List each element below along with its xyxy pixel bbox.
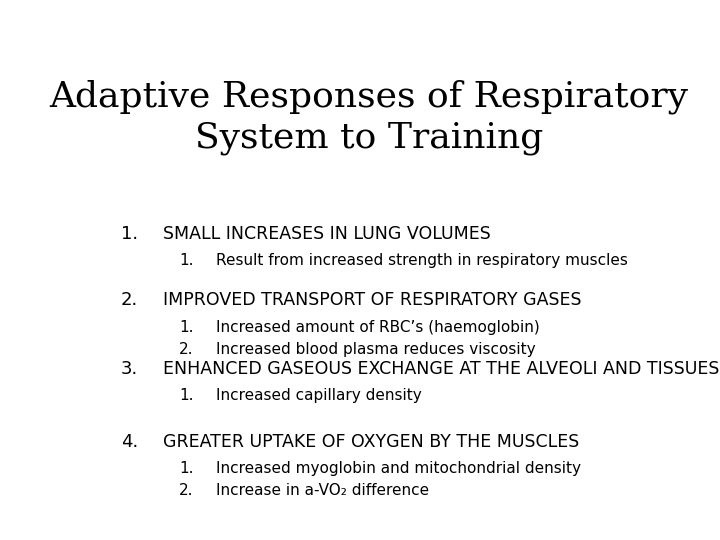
Text: 2.: 2. xyxy=(121,292,138,309)
Text: Increased amount of RBC’s (haemoglobin): Increased amount of RBC’s (haemoglobin) xyxy=(215,320,539,335)
Text: Adaptive Responses of Respiratory
System to Training: Adaptive Responses of Respiratory System… xyxy=(50,79,688,155)
Text: Result from increased strength in respiratory muscles: Result from increased strength in respir… xyxy=(215,253,627,268)
Text: 1.: 1. xyxy=(179,253,194,268)
Text: 1.: 1. xyxy=(121,225,138,243)
Text: ENHANCED GASEOUS EXCHANGE AT THE ALVEOLI AND TISSUES: ENHANCED GASEOUS EXCHANGE AT THE ALVEOLI… xyxy=(163,360,719,378)
Text: Increased myoglobin and mitochondrial density: Increased myoglobin and mitochondrial de… xyxy=(215,461,580,476)
Text: 1.: 1. xyxy=(179,461,194,476)
Text: 2.: 2. xyxy=(179,342,194,357)
Text: Increased blood plasma reduces viscosity: Increased blood plasma reduces viscosity xyxy=(215,342,535,357)
Text: 2.: 2. xyxy=(179,483,194,498)
Text: Increase in a-VO₂ difference: Increase in a-VO₂ difference xyxy=(215,483,428,498)
Text: 1.: 1. xyxy=(179,388,194,403)
Text: IMPROVED TRANSPORT OF RESPIRATORY GASES: IMPROVED TRANSPORT OF RESPIRATORY GASES xyxy=(163,292,581,309)
Text: GREATER UPTAKE OF OXYGEN BY THE MUSCLES: GREATER UPTAKE OF OXYGEN BY THE MUSCLES xyxy=(163,433,579,451)
Text: Increased capillary density: Increased capillary density xyxy=(215,388,421,403)
Text: 1.: 1. xyxy=(179,320,194,335)
Text: 4.: 4. xyxy=(121,433,138,451)
Text: 3.: 3. xyxy=(121,360,138,378)
Text: SMALL INCREASES IN LUNG VOLUMES: SMALL INCREASES IN LUNG VOLUMES xyxy=(163,225,490,243)
